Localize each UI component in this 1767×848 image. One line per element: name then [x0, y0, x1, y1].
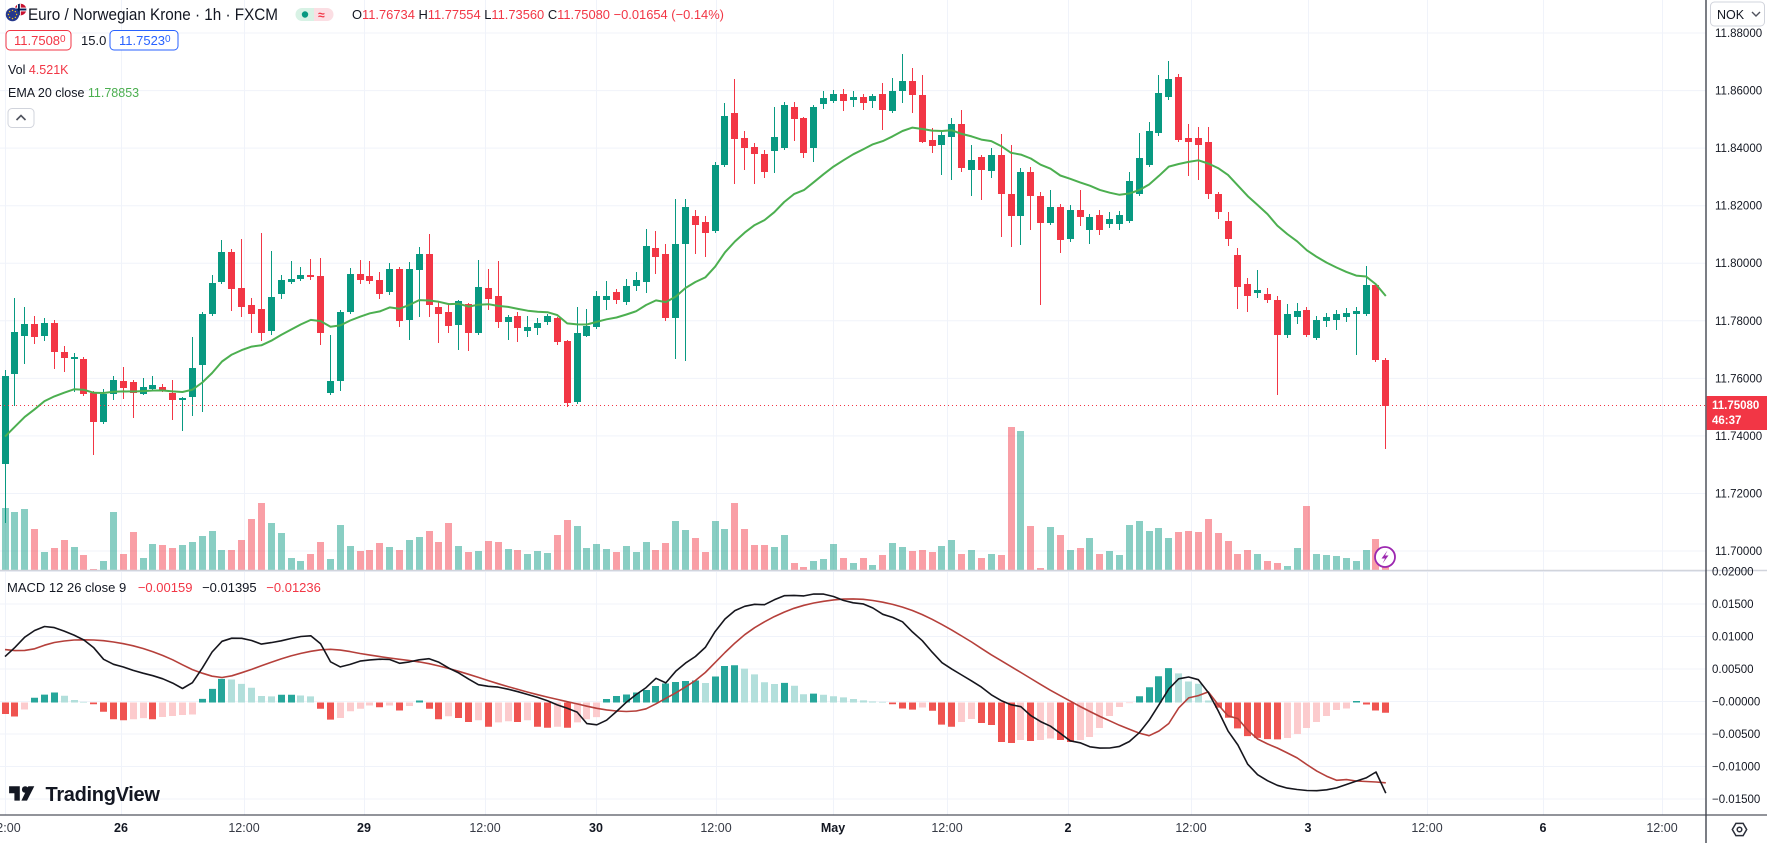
- svg-text:EMA 20 close 11.78853: EMA 20 close 11.78853: [8, 86, 139, 100]
- svg-text:0.02000: 0.02000: [1712, 567, 1754, 579]
- svg-text:12:00: 12:00: [0, 821, 21, 835]
- svg-text:3: 3: [1305, 821, 1312, 835]
- svg-text:0.01500: 0.01500: [1712, 599, 1754, 611]
- svg-text:11.75080: 11.75080: [14, 33, 66, 48]
- svg-text:12:00: 12:00: [931, 821, 962, 835]
- svg-text:12:00: 12:00: [1646, 821, 1677, 835]
- svg-text:26: 26: [114, 821, 128, 835]
- svg-text:11.78000: 11.78000: [1715, 316, 1762, 328]
- svg-text:11.88000: 11.88000: [1715, 28, 1762, 40]
- svg-text:30: 30: [589, 821, 603, 835]
- svg-text:O11.76734 H11.77554 L11.73560: O11.76734 H11.77554 L11.73560 C11.75080 …: [352, 7, 724, 22]
- svg-text:≈: ≈: [318, 8, 325, 22]
- svg-text:−0.01500: −0.01500: [1712, 794, 1760, 806]
- svg-text:Vol 4.521K: Vol 4.521K: [8, 63, 69, 77]
- svg-text:11.75080: 11.75080: [1712, 400, 1759, 412]
- svg-text:2: 2: [1065, 821, 1072, 835]
- svg-text:Euro / Norwegian Krone · 1h ·: Euro / Norwegian Krone · 1h · FXCM: [28, 6, 278, 24]
- svg-text:11.72000: 11.72000: [1715, 489, 1762, 501]
- svg-text:15.0: 15.0: [81, 33, 106, 48]
- svg-text:0.00500: 0.00500: [1712, 664, 1754, 676]
- svg-text:29: 29: [357, 821, 371, 835]
- svg-text:NOK: NOK: [1717, 8, 1745, 22]
- svg-text:11.74000: 11.74000: [1715, 431, 1762, 443]
- svg-text:−0.00000: −0.00000: [1712, 697, 1760, 709]
- svg-text:11.84000: 11.84000: [1715, 143, 1762, 155]
- svg-text:46:37: 46:37: [1712, 415, 1741, 427]
- svg-text:May: May: [821, 821, 845, 835]
- svg-text:MACD 12 26 close 9 −0.00159 −0: MACD 12 26 close 9 −0.00159 −0.01395 −0.…: [7, 580, 321, 595]
- svg-text:−0.00500: −0.00500: [1712, 729, 1760, 741]
- svg-text:12:00: 12:00: [228, 821, 259, 835]
- svg-text:11.70000: 11.70000: [1715, 546, 1762, 558]
- svg-text:12:00: 12:00: [469, 821, 500, 835]
- svg-text:12:00: 12:00: [700, 821, 731, 835]
- svg-text:12:00: 12:00: [1411, 821, 1442, 835]
- svg-text:TradingView: TradingView: [46, 784, 161, 806]
- svg-text:11.75230: 11.75230: [119, 33, 171, 48]
- svg-text:11.86000: 11.86000: [1715, 86, 1762, 98]
- svg-text:11.76000: 11.76000: [1715, 373, 1762, 385]
- svg-text:0.01000: 0.01000: [1712, 632, 1754, 644]
- svg-text:−0.01000: −0.01000: [1712, 762, 1760, 774]
- svg-text:11.80000: 11.80000: [1715, 258, 1762, 270]
- svg-text:6: 6: [1540, 821, 1547, 835]
- svg-text:12:00: 12:00: [1175, 821, 1206, 835]
- svg-text:11.82000: 11.82000: [1715, 201, 1762, 213]
